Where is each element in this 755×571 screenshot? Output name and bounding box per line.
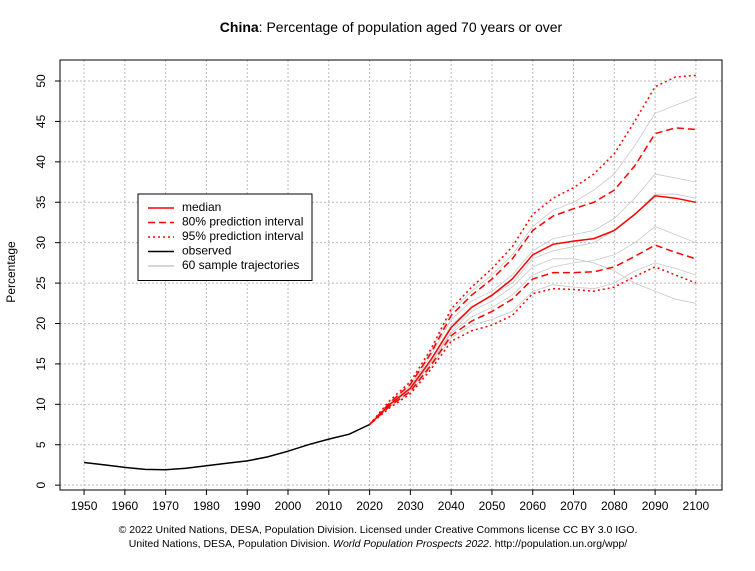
x-tick-label: 2070 (560, 499, 587, 513)
y-tick-label: 50 (34, 74, 48, 88)
legend-label: median (182, 200, 221, 214)
legend-label: observed (182, 244, 231, 258)
title-rest: : Percentage of population aged 70 years… (259, 19, 563, 35)
x-tick-label: 2090 (642, 499, 669, 513)
series-line (369, 127, 696, 426)
caption-part: United Nations, DESA, Population Divisio… (129, 538, 333, 550)
caption: United Nations, DESA, Population Divisio… (129, 538, 628, 550)
plot-frame (59, 59, 723, 491)
y-tick-label: 35 (34, 195, 48, 209)
y-tick-label: 20 (34, 317, 48, 331)
x-tick-label: 1960 (112, 499, 139, 513)
legend-label: 60 sample trajectories (182, 258, 299, 272)
y-tick-label: 30 (34, 236, 48, 250)
x-tick-label: 1970 (152, 499, 179, 513)
trajectory (369, 226, 697, 425)
x-tick-label: 2080 (601, 499, 628, 513)
title-bold: China (220, 19, 259, 35)
series-line (369, 244, 697, 426)
series-line (84, 423, 370, 471)
x-tick-label: 2000 (275, 499, 302, 513)
x-tick-label: 2010 (315, 499, 342, 513)
y-tick-label: 0 (34, 481, 48, 488)
y-tick-label: 10 (34, 397, 48, 411)
chart-title: China: Percentage of population aged 70 … (220, 19, 563, 35)
trajectory (369, 262, 697, 425)
series-line (369, 195, 697, 426)
x-tick-label: 1990 (234, 499, 261, 513)
y-tick-label: 40 (34, 155, 48, 169)
trajectory (369, 258, 696, 425)
caption-part: . http://population.un.org/wpp/ (489, 538, 627, 550)
x-tick-label: 1980 (193, 499, 220, 513)
x-tick-label: 2060 (519, 499, 546, 513)
x-tick-label: 2020 (356, 499, 383, 513)
y-axis-label: Percentage (4, 241, 18, 303)
x-tick-label: 2040 (438, 499, 465, 513)
y-tick-label: 25 (34, 276, 48, 290)
x-tick-label: 2030 (397, 499, 424, 513)
trajectory (369, 173, 696, 425)
x-tick-label: 2100 (683, 499, 710, 513)
legend-label: 80% prediction interval (182, 215, 303, 229)
caption-part: World Population Prospects 2022 (333, 538, 489, 550)
y-tick-label: 5 (34, 441, 48, 448)
x-tick-label: 2050 (479, 499, 506, 513)
caption: © 2022 United Nations, DESA, Population … (119, 524, 638, 536)
y-tick-label: 45 (34, 114, 48, 128)
y-tick-label: 15 (34, 357, 48, 371)
legend-label: 95% prediction interval (182, 229, 303, 243)
x-tick-label: 1950 (71, 499, 98, 513)
